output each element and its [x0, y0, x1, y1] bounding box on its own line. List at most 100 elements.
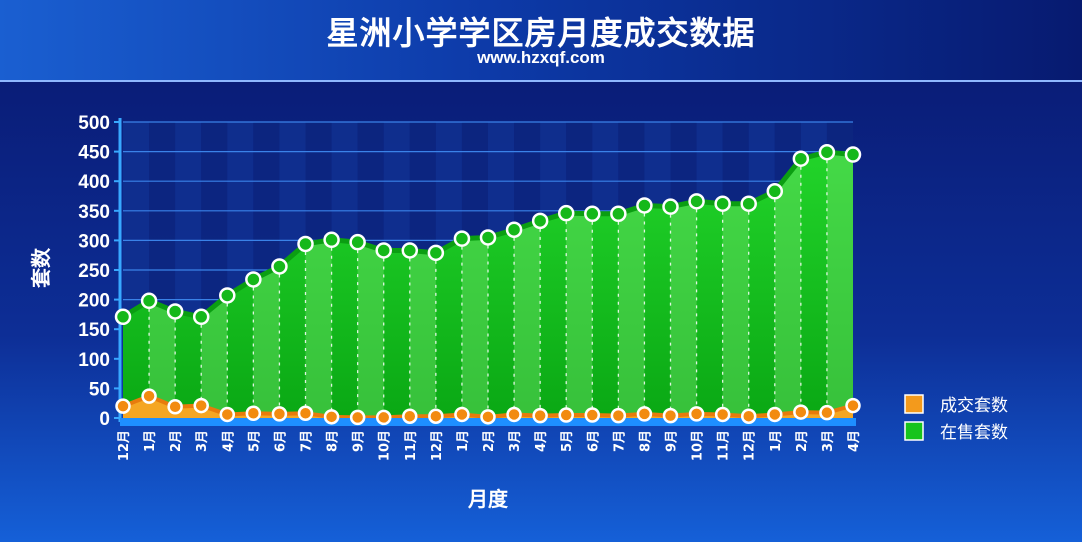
- y-axis-title: 套数: [29, 247, 53, 288]
- legend-label: 成交套数: [940, 396, 1008, 416]
- x-tick-label: 3月: [508, 430, 523, 452]
- data-point-listed: [636, 197, 653, 214]
- data-point-listed: [297, 235, 314, 253]
- x-tick-label: 5月: [560, 430, 575, 452]
- data-point-listed: [401, 242, 419, 259]
- data-point-listed: [323, 231, 340, 249]
- area-highlight-band: [201, 295, 228, 418]
- data-point-sold: [297, 405, 314, 422]
- data-point-listed: [792, 150, 810, 167]
- legend-label: 在售套数: [940, 423, 1008, 443]
- legend-swatch: [904, 421, 924, 441]
- x-tick-label: 6月: [586, 430, 601, 452]
- y-tick-label: 450: [78, 143, 110, 164]
- data-point-listed: [557, 204, 575, 222]
- data-point-listed: [818, 143, 836, 161]
- data-point-sold: [532, 407, 548, 424]
- data-point-sold: [610, 407, 627, 424]
- chart-title: 星洲小学学区房月度成交数据: [326, 14, 756, 52]
- data-point-sold: [793, 404, 809, 420]
- x-tick-label: 6月: [273, 430, 288, 452]
- x-tick-label: 11月: [404, 430, 419, 461]
- data-point-listed: [271, 258, 288, 275]
- data-point-listed: [844, 146, 862, 163]
- data-point-sold: [662, 407, 679, 424]
- data-point-sold: [349, 409, 366, 426]
- data-point-sold: [845, 397, 861, 414]
- y-tick-label: 50: [89, 379, 110, 400]
- data-point-sold: [714, 406, 731, 423]
- x-tick-label: 1月: [456, 430, 471, 452]
- data-point-listed: [479, 229, 497, 246]
- data-point-listed: [453, 230, 471, 247]
- y-tick-label: 0: [99, 409, 110, 430]
- x-tick-label: 7月: [300, 430, 315, 452]
- x-tick-label: 12月: [430, 430, 445, 461]
- data-point-sold: [454, 406, 470, 423]
- area-highlight-band: [253, 266, 280, 418]
- data-point-sold: [271, 406, 288, 422]
- data-point-sold: [819, 404, 835, 421]
- data-point-listed: [531, 212, 549, 230]
- data-point-sold: [428, 408, 444, 424]
- area-highlight-band: [618, 205, 645, 418]
- x-tick-label: 9月: [352, 430, 367, 452]
- area-highlight-band: [461, 237, 488, 418]
- data-point-sold: [688, 406, 705, 422]
- x-tick-label: 12月: [743, 430, 758, 461]
- area-highlight-band: [514, 220, 541, 418]
- x-tick-label: 7月: [612, 430, 627, 452]
- data-point-listed: [375, 242, 392, 259]
- x-tick-label: 4月: [221, 430, 236, 452]
- y-tick-label: 350: [78, 202, 110, 223]
- chart-subtitle: www.hzxqf.com: [477, 48, 605, 67]
- x-tick-label: 5月: [247, 430, 262, 452]
- data-point-listed: [662, 198, 679, 215]
- data-point-listed: [245, 271, 262, 288]
- data-point-sold: [402, 408, 418, 424]
- x-tick-label: 12月: [117, 430, 132, 461]
- data-point-listed: [192, 308, 210, 326]
- data-point-sold: [245, 405, 262, 422]
- data-point-sold: [636, 406, 653, 422]
- data-point-sold: [167, 399, 183, 415]
- data-point-listed: [140, 292, 158, 310]
- x-tick-label: 2月: [482, 430, 497, 452]
- x-tick-label: 4月: [534, 430, 549, 452]
- area-highlight-band: [722, 203, 749, 418]
- data-point-listed: [219, 287, 236, 304]
- x-tick-label: 8月: [638, 430, 653, 452]
- area-highlight-band: [409, 250, 436, 418]
- data-point-listed: [349, 233, 366, 251]
- data-point-sold: [219, 406, 236, 423]
- y-tick-label: 500: [78, 113, 110, 134]
- data-point-sold: [584, 407, 601, 423]
- y-tick-label: 400: [78, 172, 110, 193]
- data-point-sold: [767, 406, 783, 423]
- data-point-listed: [114, 308, 132, 326]
- data-point-listed: [505, 221, 523, 238]
- data-point-sold: [375, 409, 392, 426]
- x-tick-label: 11月: [717, 430, 732, 461]
- x-tick-label: 2月: [169, 430, 184, 452]
- area-highlight-band: [826, 152, 853, 418]
- area-highlight-band: [305, 239, 332, 418]
- chart-header: 星洲小学学区房月度成交数据 www.hzxqf.com: [0, 0, 1082, 82]
- area-highlight-band: [149, 300, 176, 418]
- data-point-listed: [714, 195, 731, 212]
- x-axis-title: 月度: [467, 487, 509, 511]
- legend-swatch: [904, 394, 924, 414]
- data-point-listed: [740, 195, 757, 212]
- x-tick-label: 1月: [769, 430, 784, 452]
- area-highlight-band: [357, 242, 384, 418]
- x-tick-label: 3月: [821, 430, 836, 452]
- y-tick-label: 100: [78, 350, 110, 371]
- x-tick-label: 4月: [847, 430, 862, 452]
- data-point-sold: [506, 406, 522, 423]
- y-tick-label: 200: [78, 291, 110, 312]
- x-tick-label: 3月: [195, 430, 210, 452]
- data-point-sold: [558, 407, 574, 423]
- data-point-listed: [688, 193, 705, 210]
